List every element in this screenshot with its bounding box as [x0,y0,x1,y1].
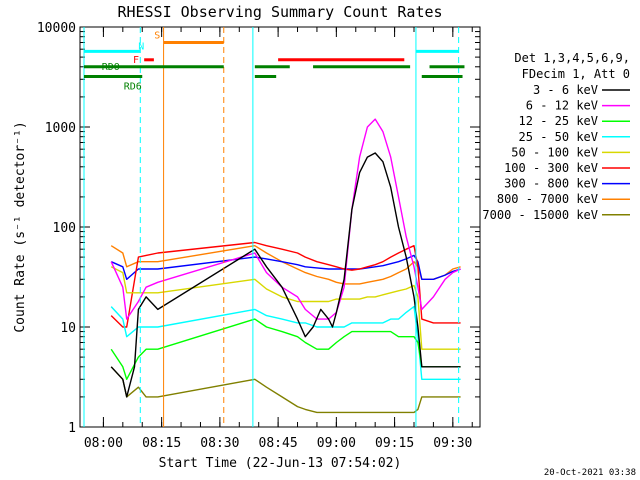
y-tick-label: 10 [60,321,76,336]
series-line-6 [110,241,461,328]
x-tick-label: 09:30 [433,436,472,451]
legend-label-7: 300 - 800 keV [504,177,598,191]
legend-label-3: 12 - 25 keV [519,114,598,128]
y-axis-label: Count Rate (s⁻¹ detector⁻¹) [13,121,28,332]
flag-label-s: S [154,30,160,41]
legend-label-8: 800 - 7000 keV [497,192,598,206]
y-tick-label: 100 [53,221,76,236]
legend-label-4: 25 - 50 keV [519,130,598,144]
legend: Det 1,3,4,5,6,9, FDecim 1, Att 0 3 - 6 k… [482,51,630,222]
x-axis-label: Start Time (22-Jun-13 07:54:02) [159,456,402,471]
series-line-9 [110,366,461,414]
series-layer [110,118,461,414]
y-axis: 1 10 100 1000 10000 [37,21,480,436]
marker-layer [83,27,460,427]
y-tick-label: 1 [68,421,76,436]
legend-header-line-1: Det 1,3,4,5,6,9, [514,51,630,65]
y-tick-label: 1000 [45,121,76,136]
flag-label-rdo: RDO [102,62,120,73]
legend-header-line-2: FDecim 1, Att 0 [522,67,630,81]
flag-layer: S FN RDO RD6 [83,30,465,92]
flag-label-n: N [138,41,144,52]
legend-label-5: 50 - 100 keV [511,145,598,159]
footer-timestamp: 20-Oct-2021 03:38 [544,468,636,478]
legend-label-1: 3 - 6 keV [533,83,598,97]
series-line-5 [110,266,461,350]
x-tick-label: 08:45 [259,436,298,451]
flag-label-rd6: RD6 [124,81,142,92]
series-line-1 [110,152,461,398]
legend-label-2: 6 - 12 keV [526,99,598,113]
legend-label-6: 100 - 300 keV [504,161,598,175]
chart-title: RHESSI Observing Summary Count Rates [117,3,442,21]
x-axis: 08:00 08:15 08:30 08:45 09:00 09:15 09:30 [83,27,473,451]
series-line-3 [110,318,461,380]
x-tick-label: 09:15 [375,436,414,451]
x-tick-label: 09:00 [317,436,356,451]
flag-label-f: F [133,55,139,66]
y-tick-label: 10000 [37,21,76,36]
x-tick-label: 08:15 [142,436,181,451]
legend-label-9: 7000 - 15000 keV [482,208,598,222]
x-tick-label: 08:30 [200,436,239,451]
x-tick-label: 08:00 [84,436,123,451]
